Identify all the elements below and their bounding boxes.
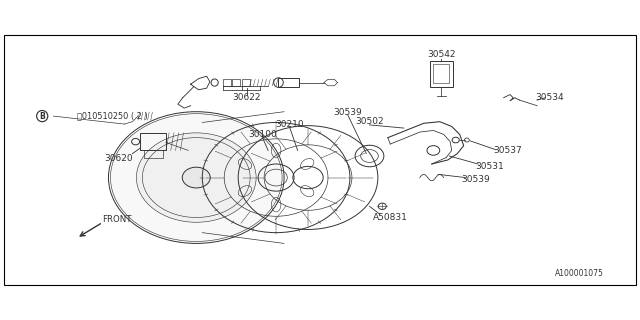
Text: 30539: 30539 xyxy=(461,175,490,184)
Ellipse shape xyxy=(182,167,210,188)
Text: 30537: 30537 xyxy=(493,146,522,155)
Text: A50831: A50831 xyxy=(373,213,408,222)
Text: 30542: 30542 xyxy=(427,50,456,59)
Text: 30620: 30620 xyxy=(104,154,133,163)
Text: A100001075: A100001075 xyxy=(554,269,604,278)
Bar xyxy=(223,79,230,86)
Text: Ⓑ010510250 ( 2 ): Ⓑ010510250 ( 2 ) xyxy=(77,112,147,121)
Ellipse shape xyxy=(108,112,284,244)
Bar xyxy=(433,64,449,84)
Text: 30622: 30622 xyxy=(232,93,261,102)
Text: FRONT: FRONT xyxy=(102,215,131,224)
Text: 30502: 30502 xyxy=(355,117,384,126)
Bar xyxy=(430,61,452,86)
Bar xyxy=(232,79,240,86)
Text: 30531: 30531 xyxy=(475,162,504,171)
Text: 30210: 30210 xyxy=(275,120,304,129)
Bar xyxy=(278,78,300,87)
Text: 30100: 30100 xyxy=(248,130,277,139)
Text: 30534: 30534 xyxy=(536,93,564,102)
Text: 30539: 30539 xyxy=(333,108,362,116)
Ellipse shape xyxy=(136,133,256,222)
Text: B: B xyxy=(39,112,45,121)
Bar xyxy=(140,133,166,150)
Bar xyxy=(242,79,250,86)
